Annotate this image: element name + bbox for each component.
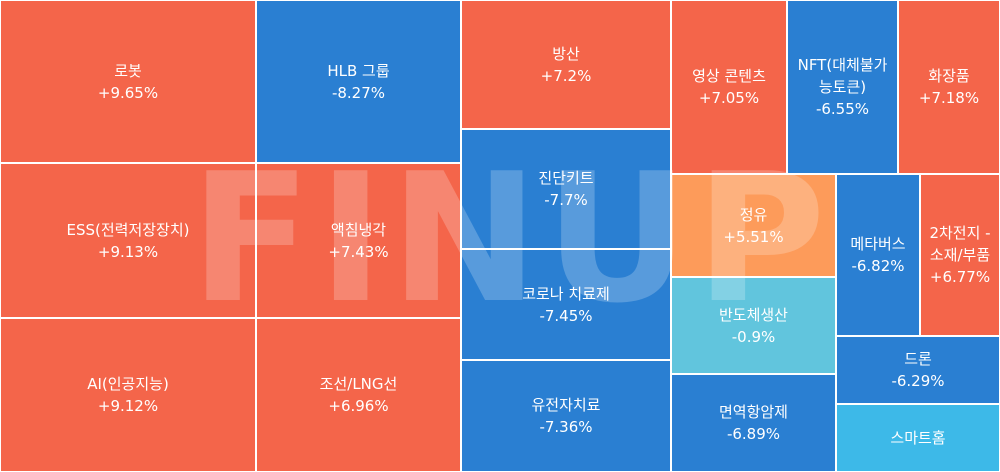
treemap-tile[interactable]: 드론 -6.29%: [836, 336, 1000, 404]
treemap-tile[interactable]: 로봇 +9.65%: [0, 0, 256, 163]
treemap-tile[interactable]: NFT(대체불가능토큰) -6.55%: [787, 0, 898, 174]
treemap-tile[interactable]: HLB 그룹 -8.27%: [256, 0, 461, 163]
tile-label: NFT(대체불가능토큰): [797, 56, 888, 96]
tile-value: +6.77%: [929, 268, 991, 286]
tile-label: 로봇: [114, 61, 142, 80]
tile-label: 드론: [904, 350, 932, 368]
tile-label: 화장품: [928, 67, 970, 85]
treemap-tile[interactable]: 면역항암제 -6.89%: [671, 374, 836, 472]
tile-label: HLB 그룹: [327, 61, 390, 80]
tile-label: 액침냉각: [330, 220, 387, 239]
treemap-tile[interactable]: ESS(전력저장장치) +9.13%: [0, 163, 256, 318]
tile-value: -6.89%: [726, 425, 781, 443]
tile-value: +7.43%: [328, 242, 389, 261]
treemap-tile[interactable]: 스마트홈: [836, 404, 1000, 472]
treemap-tile[interactable]: 화장품 +7.18%: [898, 0, 1000, 174]
treemap-tile[interactable]: 진단키트 -7.7%: [461, 129, 671, 249]
tile-value: -7.36%: [539, 418, 593, 436]
treemap-tile[interactable]: 반도체생산 -0.9%: [671, 277, 836, 374]
tile-value: +7.18%: [918, 89, 980, 107]
tile-value: -6.29%: [891, 372, 945, 390]
treemap-tile[interactable]: 액침냉각 +7.43%: [256, 163, 461, 318]
treemap-tile[interactable]: 코로나 치료제 -7.45%: [461, 249, 671, 360]
tile-label: 2차전지 - 소재/부품: [929, 224, 991, 264]
tile-label: 유전자치료: [531, 396, 601, 414]
tile-label: ESS(전력저장장치): [66, 220, 190, 239]
tile-label: AI(인공지능): [87, 375, 169, 393]
tile-value: +6.96%: [328, 397, 389, 415]
tile-label: 진단키트: [538, 169, 594, 187]
treemap-tile[interactable]: 메타버스 -6.82%: [836, 174, 920, 336]
tile-label: 조선/LNG선: [319, 375, 398, 393]
tile-value: +9.65%: [97, 83, 159, 102]
tile-value: -7.45%: [539, 306, 593, 325]
tile-value: +9.12%: [97, 397, 159, 415]
tile-label: 방산: [552, 44, 580, 63]
tile-label: 반도체생산: [718, 305, 788, 324]
tile-value: -7.7%: [544, 191, 588, 209]
tile-value: -8.27%: [331, 83, 386, 102]
treemap-tile[interactable]: 정유 +5.51%: [671, 174, 836, 277]
treemap-tile[interactable]: 방산 +7.2%: [461, 0, 671, 129]
tile-label: 영상 콘텐츠: [692, 67, 766, 85]
tile-label: 메타버스: [850, 235, 906, 253]
treemap-tile[interactable]: 유전자치료 -7.36%: [461, 360, 671, 472]
tile-label: 코로나 치료제: [522, 284, 610, 303]
tile-value: -6.55%: [815, 100, 870, 118]
tile-value: +9.13%: [97, 242, 159, 261]
tile-value: +7.05%: [698, 89, 760, 107]
treemap-tile[interactable]: 조선/LNG선 +6.96%: [256, 318, 461, 472]
tile-value: +7.2%: [540, 66, 592, 85]
treemap-tile[interactable]: AI(인공지능) +9.12%: [0, 318, 256, 472]
tile-value: -6.82%: [851, 257, 905, 275]
tile-label: 면역항암제: [718, 403, 788, 421]
treemap-tile[interactable]: 영상 콘텐츠 +7.05%: [671, 0, 787, 174]
tile-value: +5.51%: [723, 227, 784, 246]
tile-label: 스마트홈: [890, 429, 946, 447]
treemap-tile[interactable]: 2차전지 - 소재/부품 +6.77%: [920, 174, 1000, 336]
tile-value: -0.9%: [731, 327, 776, 346]
tile-label: 정유: [739, 205, 768, 224]
